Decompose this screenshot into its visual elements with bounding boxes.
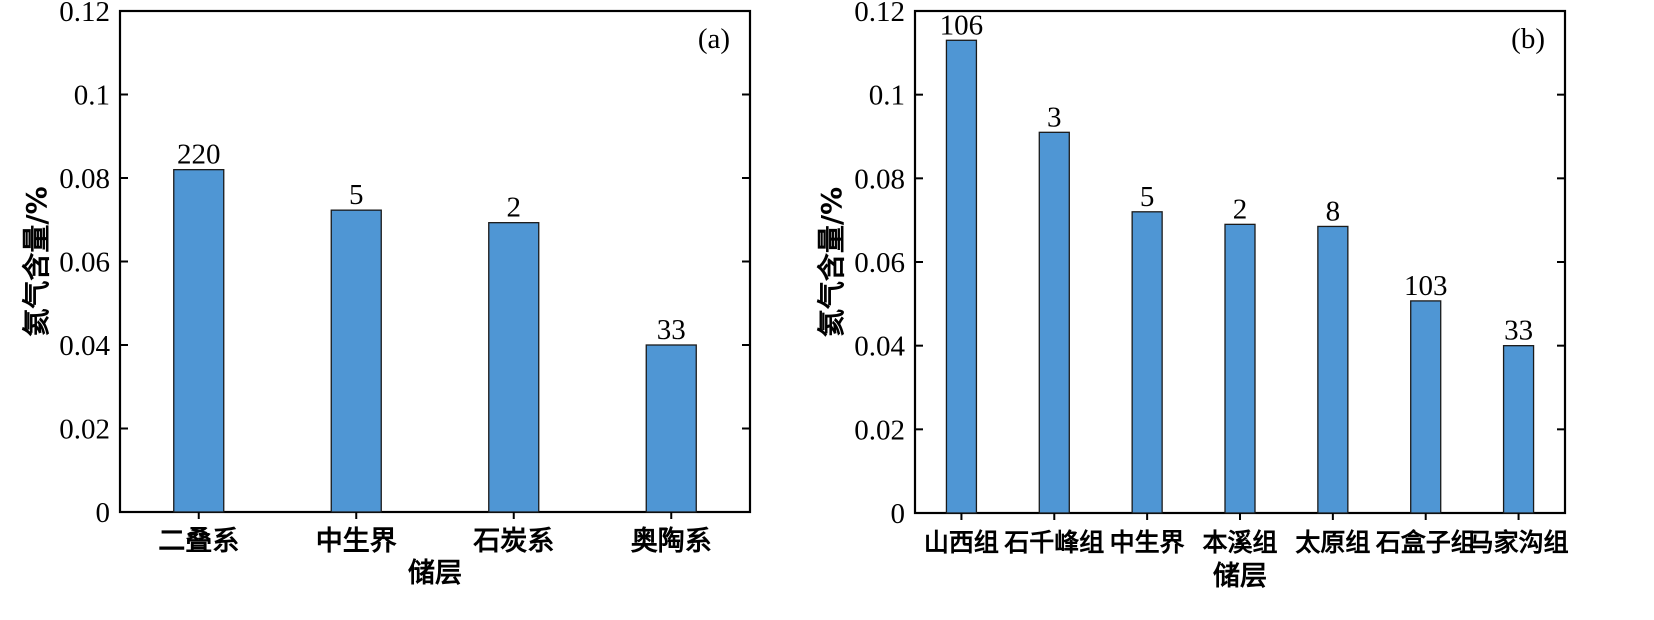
bar-a [488, 222, 540, 513]
y-axis-title-a: 氦气含量/% [20, 186, 53, 336]
y-tick-label-b: 0.12 [854, 0, 905, 28]
x-tick-label-b: 中生界 [1110, 528, 1185, 557]
bar-value-label-b: 106 [940, 9, 984, 41]
y-tick-label-b: 0.06 [854, 247, 905, 279]
y-tick-label-a: 0.1 [74, 80, 110, 112]
x-tick-label-a: 二叠系 [158, 526, 239, 557]
panel-label-a: (a) [698, 23, 730, 55]
bar-b [1502, 345, 1535, 514]
x-tick-label-a: 石炭系 [472, 526, 554, 557]
y-tick-label-a: 0.02 [59, 414, 110, 446]
x-tick-label-b: 马家沟组 [1469, 528, 1569, 557]
x-tick-label-b: 太原组 [1295, 528, 1370, 557]
bar-b [1410, 300, 1442, 514]
chart-panel-b: 0 0.02 0.04 0.06 0.08 0.1 0.12 106 山西组 3 石千峰组 5 中生界… [815, 0, 1569, 592]
y-tick-label-a: 0.08 [59, 163, 110, 195]
bar-b [1038, 131, 1070, 514]
x-axis-title-b: 储层 [1213, 561, 1267, 592]
x-axis-title-a: 储层 [408, 558, 462, 589]
bar-value-label-b: 3 [1047, 101, 1062, 133]
bar-b [1224, 223, 1256, 514]
x-tick-label-a: 奥陶系 [631, 525, 712, 557]
x-tick-label-a: 中生界 [316, 526, 397, 557]
x-tick-label-b: 山西组 [924, 528, 999, 557]
bar-a [645, 344, 697, 513]
x-tick-label-b: 本溪组 [1202, 528, 1277, 557]
y-tick-label-b: 0.1 [869, 80, 905, 112]
bar-value-label-b: 8 [1326, 195, 1341, 227]
y-tick-label-b: 0 [891, 498, 906, 530]
y-tick-label-a: 0.04 [59, 330, 110, 362]
x-tick-label-b: 石千峰组 [1003, 528, 1104, 557]
chart-panel-a: 0 0.02 0.04 0.06 0.08 0.1 0.12 220 二叠系 5 中生界 2 石炭系 3… [20, 0, 752, 589]
x-tick-label-b: 石盒子组 [1375, 528, 1476, 557]
panel-label-b: (b) [1511, 23, 1545, 55]
bar-value-label-b: 2 [1233, 193, 1248, 225]
bar-b [945, 39, 978, 514]
bar-value-label-a: 5 [349, 179, 364, 211]
bar-value-label-a: 2 [507, 192, 522, 224]
y-axis-title-b: 氦气含量/% [815, 187, 848, 337]
y-tick-label-b: 0.02 [854, 414, 905, 446]
y-tick-label-b: 0.08 [854, 163, 905, 195]
y-tick-label-b: 0.04 [854, 331, 905, 363]
bar-b [1131, 211, 1163, 514]
bar-value-label-a: 220 [177, 139, 221, 171]
y-tick-label-a: 0 [96, 497, 111, 529]
bar-a [173, 168, 225, 513]
bar-value-label-b: 33 [1504, 315, 1533, 347]
bar-value-label-a: 33 [657, 314, 686, 346]
y-tick-label-a: 0.12 [59, 0, 110, 28]
bar-a [330, 209, 382, 513]
bar-value-label-b: 103 [1404, 270, 1448, 302]
bar-value-label-b: 5 [1140, 181, 1155, 213]
y-tick-label-a: 0.06 [59, 247, 110, 279]
bar-b [1317, 225, 1349, 514]
